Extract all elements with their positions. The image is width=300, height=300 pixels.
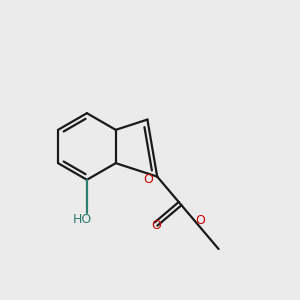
- Text: HO: HO: [73, 213, 92, 226]
- Text: O: O: [195, 214, 205, 227]
- Text: O: O: [152, 219, 161, 232]
- Text: O: O: [143, 173, 153, 186]
